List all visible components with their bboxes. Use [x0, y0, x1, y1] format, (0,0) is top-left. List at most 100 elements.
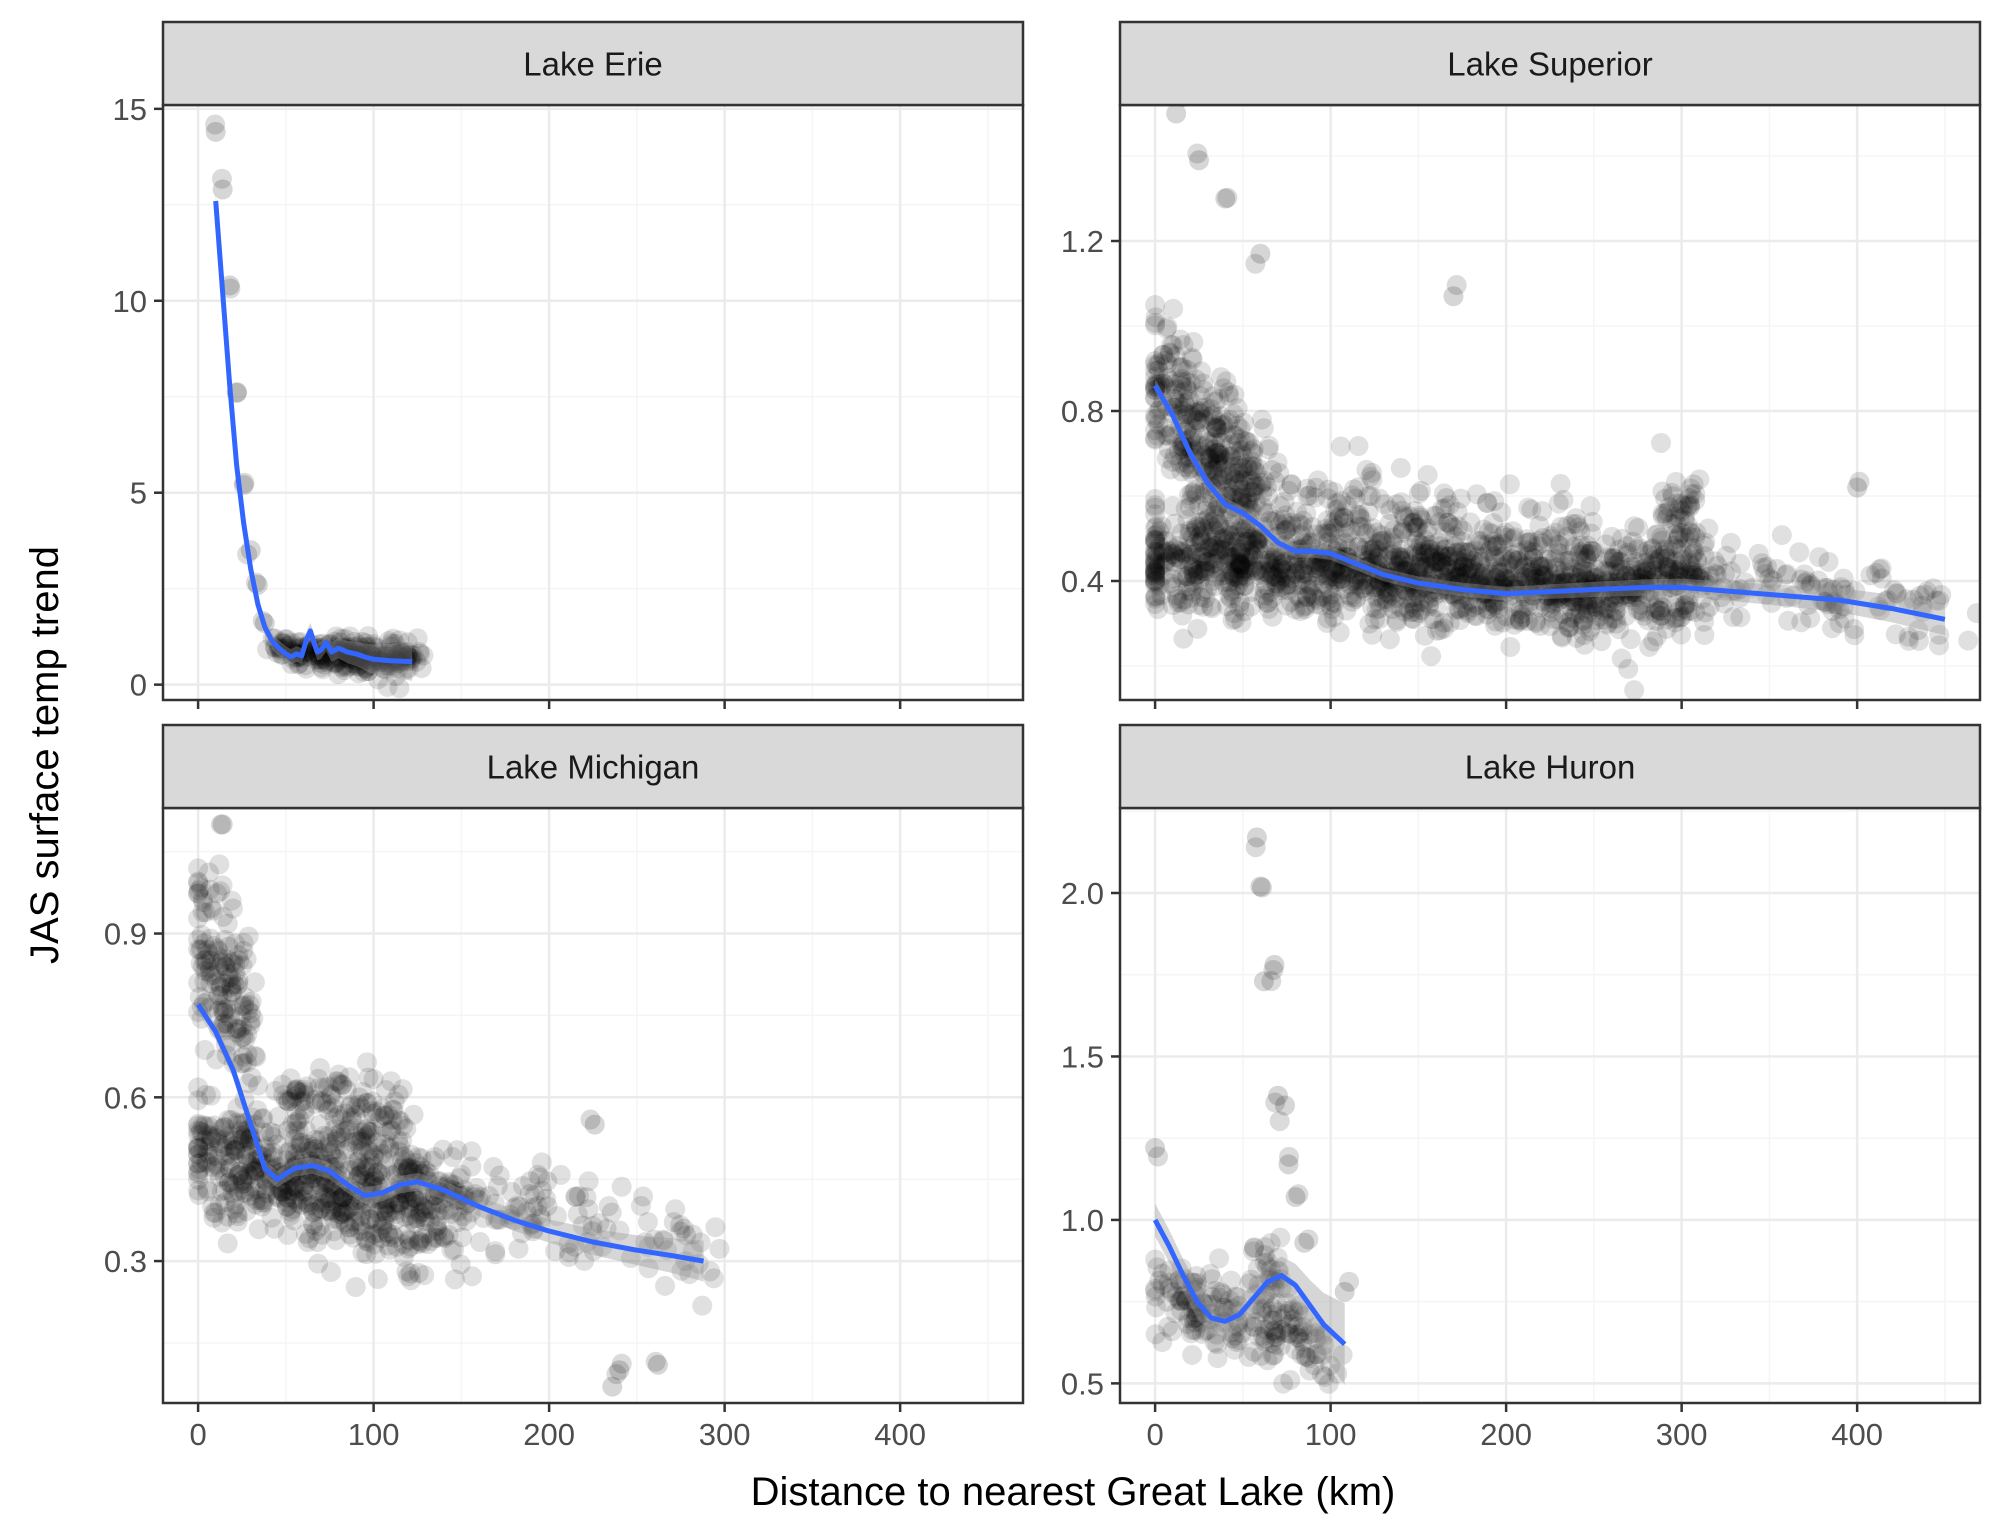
- scatter-point: [1153, 344, 1174, 365]
- scatter-point: [1652, 503, 1673, 524]
- scatter-point: [1568, 517, 1589, 538]
- scatter-point: [1197, 551, 1218, 572]
- scatter-point: [1271, 559, 1292, 580]
- scatter-point: [369, 1222, 390, 1243]
- scatter-point: [1808, 570, 1829, 591]
- scatter-point: [289, 1180, 310, 1201]
- scatter-point: [233, 1026, 254, 1047]
- scatter-point: [358, 1157, 379, 1178]
- scatter-point: [1227, 463, 1248, 484]
- scatter-point: [1662, 513, 1683, 534]
- scatter-point: [233, 940, 254, 961]
- scatter-point: [1440, 515, 1461, 536]
- scatter-point: [516, 1202, 537, 1223]
- scatter-point: [456, 1210, 477, 1231]
- scatter-point: [1575, 570, 1596, 591]
- scatter-point: [357, 1173, 378, 1194]
- scatter-point: [1183, 332, 1204, 353]
- scatter-point: [1171, 541, 1192, 562]
- scatter-point: [1809, 547, 1830, 568]
- scatter-point: [1220, 588, 1241, 609]
- scatter-point: [1348, 536, 1369, 557]
- scatter-point: [1246, 527, 1267, 548]
- scatter-point: [1617, 544, 1638, 565]
- scatter-point: [1681, 483, 1702, 504]
- scatter-point: [372, 1215, 393, 1236]
- scatter-point: [1600, 548, 1621, 569]
- scatter-point: [1580, 571, 1601, 592]
- scatter-point: [1470, 531, 1491, 552]
- scatter-point: [1196, 551, 1217, 572]
- scatter-point: [1317, 532, 1338, 553]
- scatter-point: [1203, 536, 1224, 557]
- scatter-point: [356, 1192, 377, 1213]
- scatter-point: [1210, 367, 1231, 388]
- scatter-point: [411, 1148, 432, 1169]
- scatter-point: [1208, 514, 1229, 535]
- scatter-point: [1541, 528, 1562, 549]
- facet-strip-label: Lake Huron: [1465, 749, 1636, 786]
- scatter-point: [1245, 539, 1266, 560]
- scatter-point: [194, 950, 215, 971]
- scatter-point: [223, 1146, 244, 1167]
- scatter-point: [1158, 1272, 1179, 1293]
- scatter-point: [1293, 522, 1314, 543]
- scatter-point: [1184, 402, 1205, 423]
- scatter-point: [268, 1187, 289, 1208]
- scatter-point: [190, 953, 211, 974]
- scatter-point: [1410, 550, 1431, 571]
- scatter-point: [214, 973, 235, 994]
- scatter-point: [1707, 555, 1728, 576]
- scatter-point: [322, 1175, 343, 1196]
- scatter-point: [374, 1210, 395, 1231]
- scatter-point: [229, 1161, 250, 1182]
- scatter-point: [1145, 531, 1166, 552]
- scatter-point: [1156, 551, 1177, 572]
- scatter-point: [1320, 523, 1341, 544]
- scatter-point: [1607, 558, 1628, 579]
- scatter-point: [345, 1097, 366, 1118]
- scatter-point: [1201, 1286, 1222, 1307]
- scatter-point: [1448, 565, 1469, 586]
- scatter-point: [188, 1077, 209, 1098]
- scatter-point: [1187, 542, 1208, 563]
- scatter-point: [1145, 561, 1166, 582]
- scatter-point: [1401, 588, 1422, 609]
- scatter-point: [1234, 412, 1255, 433]
- y-axis-title: JAS surface temp trend: [23, 546, 67, 964]
- scatter-point: [1338, 539, 1359, 560]
- scatter-point: [1241, 1269, 1262, 1290]
- scatter-point: [419, 1163, 440, 1184]
- scatter-point: [1407, 562, 1428, 583]
- smooth-line: [1152, 384, 1946, 622]
- scatter-point: [1586, 588, 1607, 609]
- scatter-point: [1253, 588, 1274, 609]
- scatter-point: [1145, 533, 1166, 554]
- scatter-point: [385, 633, 406, 654]
- scatter-point: [361, 1198, 382, 1219]
- scatter-point: [1280, 1314, 1301, 1335]
- scatter-point: [1411, 543, 1432, 564]
- scatter-point: [1223, 550, 1244, 571]
- scatter-point: [1627, 560, 1648, 581]
- scatter-point: [188, 880, 209, 901]
- scatter-point: [240, 1015, 261, 1036]
- scatter-point: [424, 1147, 445, 1168]
- scatter-point: [1180, 539, 1201, 560]
- scatter-point: [273, 1084, 294, 1105]
- scatter-point: [1723, 607, 1744, 628]
- scatter-point: [380, 1120, 401, 1141]
- scatter-point: [1407, 562, 1428, 583]
- scatter-point: [1300, 575, 1321, 596]
- scatter-point: [671, 1260, 692, 1281]
- scatter-point: [315, 1186, 336, 1207]
- scatter-point: [221, 982, 242, 1003]
- scatter-point: [1418, 543, 1439, 564]
- scatter-point: [1636, 561, 1657, 582]
- scatter-point: [237, 1024, 258, 1045]
- scatter-point: [296, 1076, 317, 1097]
- scatter-point: [1189, 412, 1210, 433]
- scatter-point: [1177, 566, 1198, 587]
- scatter-point: [318, 1076, 339, 1097]
- scatter-point: [1382, 599, 1403, 620]
